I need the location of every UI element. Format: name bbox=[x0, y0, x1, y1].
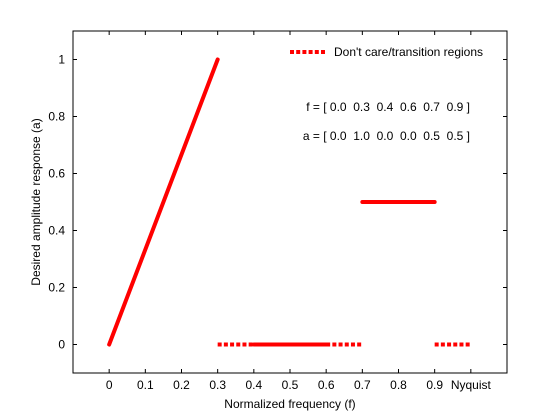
x-tick-label: 0.7 bbox=[354, 378, 371, 392]
annotation-f: f = [ 0.0 0.3 0.4 0.6 0.7 0.9 ] bbox=[306, 100, 470, 114]
y-tick-label: 0.6 bbox=[48, 167, 65, 181]
plot-area bbox=[72, 30, 508, 374]
x-tick-label: 0.4 bbox=[245, 378, 262, 392]
x-tick-label: 0.6 bbox=[318, 378, 335, 392]
y-tick-label: 1 bbox=[58, 53, 65, 67]
x-tick-label: 0.1 bbox=[137, 378, 154, 392]
y-tick-label: 0.4 bbox=[48, 224, 65, 238]
x-tick-label: 0.3 bbox=[209, 378, 226, 392]
y-tick-label: 0.2 bbox=[48, 281, 65, 295]
x-tick-label: Nyquist bbox=[451, 378, 492, 392]
annotation-a: a = [ 0.0 1.0 0.0 0.0 0.5 0.5 ] bbox=[303, 129, 470, 143]
x-tick-label: 0.2 bbox=[173, 378, 190, 392]
y-axis-label: Desired amplitude response (a) bbox=[29, 118, 43, 285]
tick-layer: 0 0.1 0.2 0.3 0.4 0.5 0.6 0.7 0.8 0.9 Nyquist 0 0.2 0… bbox=[48, 31, 507, 392]
x-tick-label: 0.8 bbox=[390, 378, 407, 392]
y-tick-label: 0 bbox=[58, 338, 65, 352]
legend-label: Don't care/transition regions bbox=[334, 45, 483, 59]
legend: Don't care/transition regions bbox=[290, 45, 483, 59]
series-layer bbox=[107, 57, 471, 347]
y-tick-label: 0.8 bbox=[48, 110, 65, 124]
response-line-0 bbox=[107, 57, 220, 347]
x-tick-label: 0.5 bbox=[282, 378, 299, 392]
x-tick-label: 0 bbox=[106, 378, 113, 392]
x-tick-label: 0.9 bbox=[426, 378, 443, 392]
x-axis-label: Normalized frequency (f) bbox=[224, 397, 355, 411]
